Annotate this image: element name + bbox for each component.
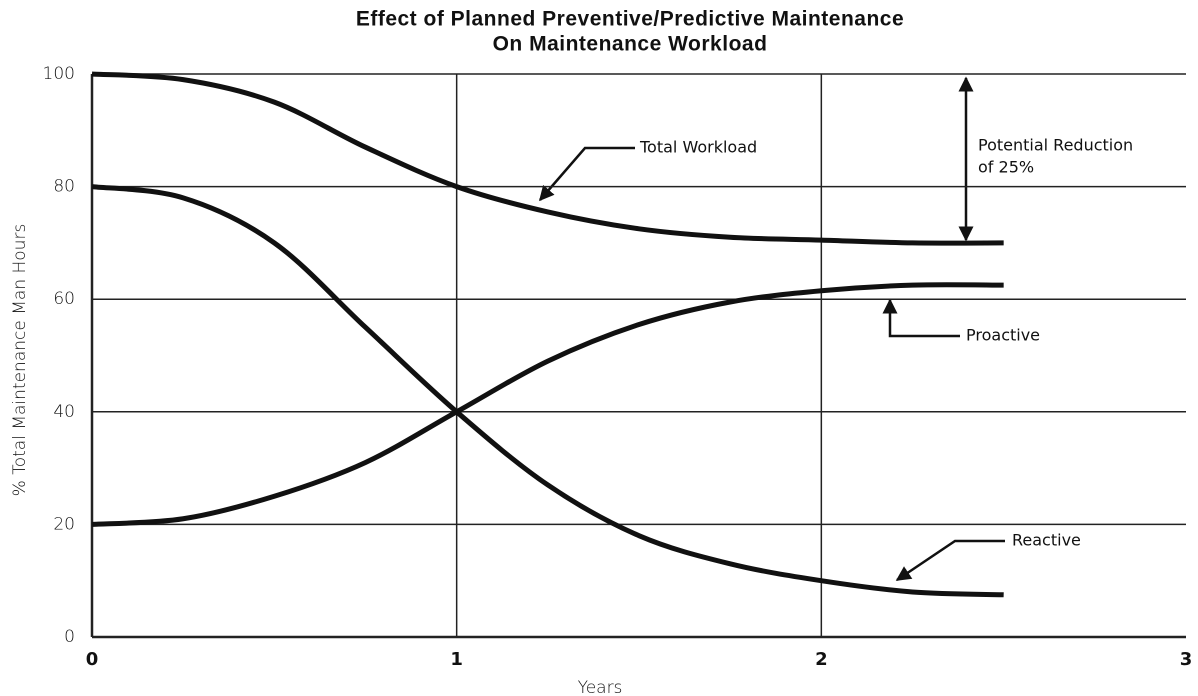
annotation: Potential Reduction [978,136,1133,155]
x-tick-label: 3 [1180,649,1193,670]
x-tick-label: 0 [86,649,99,670]
y-tick-label: 20 [53,514,75,534]
y-tick-label: 80 [53,177,75,197]
series-label: Proactive [966,326,1040,345]
series-label: Total Workload [639,138,757,157]
line [91,282,1004,527]
x-tick-label: 1 [450,649,463,670]
line [91,184,1004,598]
arrow [895,539,1005,582]
arrow [539,146,635,202]
y-tick-label: 0 [64,627,75,647]
y-tick-label: 100 [43,64,75,84]
x-tick-label: 2 [815,649,828,670]
y-tick-label: 60 [53,289,75,309]
y-axis-label: % Total Maintenance Man Hours [10,224,30,497]
series-label: Reactive [1012,531,1081,550]
chart-title: Effect of Planned Preventive/Predictive … [356,8,904,31]
line [91,71,1004,246]
arrow [882,298,960,338]
chart-title: On Maintenance Workload [493,33,768,56]
y-tick-label: 40 [53,402,75,422]
annotation: of 25% [978,158,1034,177]
x-axis-label: Years [578,678,623,696]
